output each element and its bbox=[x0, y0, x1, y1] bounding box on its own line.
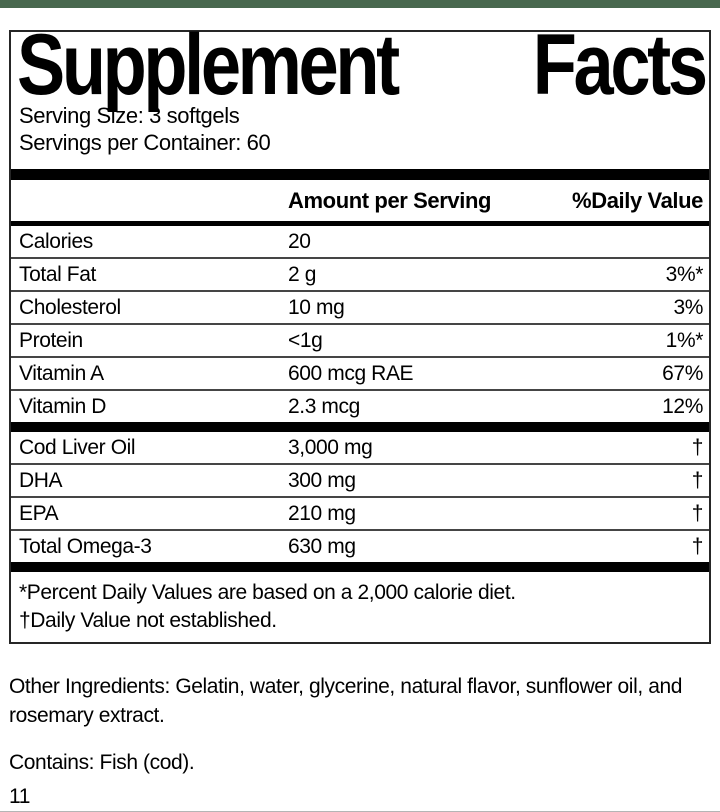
row-daily-value: † bbox=[691, 534, 704, 558]
table-row-total-omega-3: Total Omega-3 630 mg † bbox=[11, 531, 709, 562]
table-row-dha: DHA 300 mg † bbox=[11, 465, 709, 498]
row-daily-value: 67% bbox=[662, 361, 703, 385]
table-row-total-fat: Total Fat 2 g 3%* bbox=[11, 259, 709, 292]
row-name: Cholesterol bbox=[19, 295, 121, 319]
row-amount: 2.3 mcg bbox=[288, 394, 360, 418]
panel-title: Supplement Facts bbox=[11, 17, 709, 113]
row-name: Total Fat bbox=[19, 262, 96, 286]
contains-text: Contains: Fish (cod). bbox=[9, 751, 195, 774]
table-row-protein: Protein <1g 1%* bbox=[11, 325, 709, 358]
row-name: Cod Liver Oil bbox=[19, 435, 136, 459]
table-row-cod-liver-oil: Cod Liver Oil 3,000 mg † bbox=[11, 432, 709, 465]
row-name: Protein bbox=[19, 328, 83, 352]
title-word-facts: Facts bbox=[533, 17, 708, 113]
row-name: Total Omega-3 bbox=[19, 534, 152, 558]
row-amount: 630 mg bbox=[288, 534, 356, 558]
footnote-percent-daily-value: *Percent Daily Values are based on a 2,0… bbox=[19, 581, 516, 604]
table-row-cholesterol: Cholesterol 10 mg 3% bbox=[11, 292, 709, 325]
row-amount: <1g bbox=[288, 328, 323, 352]
footnotes: *Percent Daily Values are based on a 2,0… bbox=[11, 572, 709, 642]
row-amount: 10 mg bbox=[288, 295, 345, 319]
row-daily-value: † bbox=[691, 501, 704, 525]
row-name: Vitamin D bbox=[19, 394, 107, 418]
row-name: EPA bbox=[19, 501, 59, 525]
other-ingredients-text: Other Ingredients: Gelatin, water, glyce… bbox=[9, 675, 683, 727]
row-amount: 600 mcg RAE bbox=[288, 361, 414, 385]
row-daily-value: 1%* bbox=[665, 328, 704, 352]
table-row-vitamin-a: Vitamin A 600 mcg RAE 67% bbox=[11, 358, 709, 391]
daily-value-header: %Daily Value bbox=[572, 187, 703, 213]
separator-bar-top bbox=[11, 169, 709, 180]
row-daily-value: 3%* bbox=[665, 262, 704, 286]
row-amount: 300 mg bbox=[288, 468, 356, 492]
separator-bar-middle bbox=[11, 422, 709, 432]
top-accent-bar bbox=[0, 0, 720, 8]
page-number: 11 bbox=[9, 785, 30, 808]
supplement-facts-panel: Supplement Facts Serving Size: 3 softgel… bbox=[9, 17, 711, 644]
serving-info: Serving Size: 3 softgels Servings per Co… bbox=[11, 102, 709, 156]
below-panel-text: Other Ingredients: Gelatin, water, glyce… bbox=[9, 672, 711, 809]
row-daily-value: 12% bbox=[662, 394, 703, 418]
row-daily-value: 3% bbox=[673, 295, 703, 319]
row-amount: 210 mg bbox=[288, 501, 356, 525]
row-name: Calories bbox=[19, 229, 93, 253]
footnote-daily-value-not-established: †Daily Value not established. bbox=[19, 609, 277, 632]
servings-per-container-text: Servings per Container: 60 bbox=[19, 130, 271, 155]
row-amount: 20 bbox=[288, 229, 311, 253]
table-row-calories: Calories 20 bbox=[11, 226, 709, 259]
row-daily-value: † bbox=[691, 435, 704, 459]
row-name: Vitamin A bbox=[19, 361, 104, 385]
table-row-vitamin-d: Vitamin D 2.3 mcg 12% bbox=[11, 391, 709, 422]
amount-per-serving-header: Amount per Serving bbox=[288, 187, 492, 213]
serving-size-text: Serving Size: 3 softgels bbox=[19, 103, 240, 128]
row-name: DHA bbox=[19, 468, 63, 492]
separator-bar-bottom bbox=[11, 562, 709, 572]
title-word-supplement: Supplement bbox=[17, 17, 400, 113]
table-row-epa: EPA 210 mg † bbox=[11, 498, 709, 531]
column-header-row: Amount per Serving %Daily Value bbox=[11, 180, 709, 221]
header-underline-bar bbox=[11, 221, 709, 226]
row-amount: 2 g bbox=[288, 262, 316, 286]
row-amount: 3,000 mg bbox=[288, 435, 373, 459]
row-daily-value: † bbox=[691, 468, 704, 492]
